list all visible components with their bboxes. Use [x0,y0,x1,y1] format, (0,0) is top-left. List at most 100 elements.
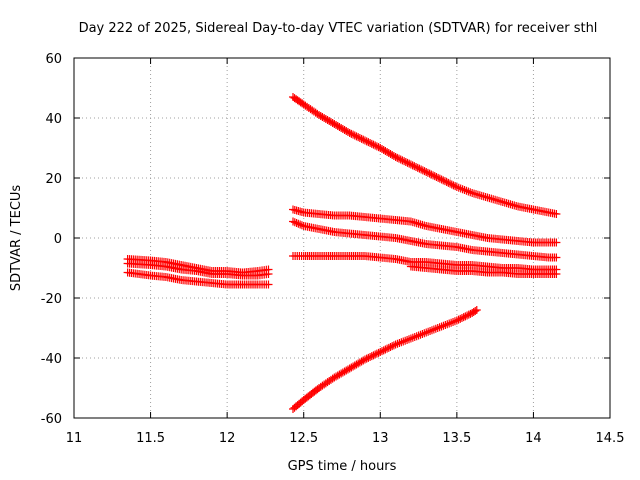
data-point [321,115,330,123]
data-point [439,321,448,330]
data-point [420,167,429,176]
data-point [379,346,388,355]
data-point [360,355,369,364]
x-tick-label: 12 [219,431,236,446]
data-point [379,146,388,154]
data-point [415,164,424,173]
data-point [464,187,473,196]
data-point [377,347,386,356]
series-rising-bottom [288,306,481,413]
data-point [340,367,349,376]
data-point [347,363,356,372]
data-point [429,171,438,180]
data-point [393,153,402,162]
data-point [443,320,452,329]
data-point [395,339,404,347]
data-point [360,136,369,145]
data-point [401,158,410,166]
data-point [399,337,408,346]
data-point [449,318,458,326]
data-point [386,150,395,158]
data-point [337,124,346,132]
data-point [417,165,426,174]
data-point [320,114,329,122]
data-point [426,327,435,335]
data-point [384,343,393,352]
data-point [463,311,472,320]
y-axis-label: SDTVAR / TECUs [9,185,24,292]
data-point [355,134,364,142]
data-point [405,335,413,344]
data-point [340,126,349,134]
data-point [335,370,344,379]
data-point [292,219,301,227]
data-point [381,147,390,155]
data-point [445,319,454,328]
data-point [452,183,461,191]
data-point [325,117,334,125]
data-point [389,152,398,160]
data-point [383,344,392,353]
data-point [439,176,448,185]
data-point [458,185,467,194]
data-point [362,137,371,146]
data-point [406,160,415,169]
data-point [552,210,561,218]
data-point [429,325,438,334]
data-point [410,333,419,341]
data-point [397,338,406,347]
data-point [290,218,299,227]
x-tick-labels: 11 11.5 12 12.5 13 13.5 14 14.5 [66,431,625,446]
data-point [434,173,443,182]
data-point [403,336,412,344]
data-point [389,341,398,350]
data-point [412,332,421,341]
data-point [366,353,375,361]
data-point [359,135,368,144]
grid [74,58,610,418]
y-tick-label: 60 [45,52,62,67]
data-point [381,345,390,354]
x-tick-label: 13.5 [442,431,471,446]
data-point [461,312,470,321]
data-point [350,131,359,140]
data-point [400,157,409,166]
data-point [296,220,305,229]
data-point [357,134,366,143]
y-tick-label: 20 [45,172,62,187]
series-early-lower [123,268,273,289]
data-point [418,330,427,338]
data-point [371,350,380,359]
data-point [264,270,273,278]
data-point [345,129,354,137]
data-point [364,353,373,362]
y-tick-label: -40 [41,352,62,367]
data-point [424,327,433,336]
data-point [413,163,422,172]
data-point [447,180,456,189]
data-point [466,188,475,197]
data-point [386,343,395,351]
data-point [364,138,373,147]
data-point [297,221,306,230]
data-point [318,113,327,121]
data-point [349,362,358,371]
data-point [369,351,378,360]
data-point [332,372,341,381]
data-point [454,315,463,324]
data-point [552,270,561,278]
data-point [398,156,407,165]
x-tick-label: 13 [372,431,389,446]
data-point [367,352,376,361]
data-point [294,219,303,228]
data-point [349,130,358,139]
data-point [374,348,383,357]
series-rising-top [288,93,561,218]
data-point [367,139,376,148]
data-point [343,128,352,136]
x-axis-label: GPS time / hours [288,459,397,474]
data-point [420,329,429,338]
data-point [323,116,332,124]
data-point [342,127,351,135]
data-point [447,318,456,327]
